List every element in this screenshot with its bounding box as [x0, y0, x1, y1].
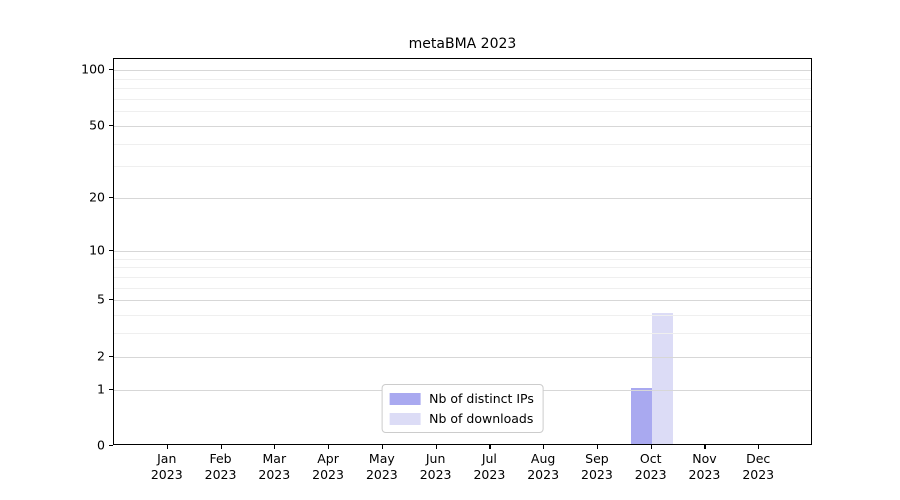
gridline-major — [114, 356, 811, 358]
x-tick-label: Apr 2023 — [298, 451, 358, 483]
x-tick-month: Oct — [639, 451, 662, 466]
legend-label: Nb of distinct IPs — [429, 391, 534, 406]
gridline-major — [114, 125, 811, 127]
x-tick-label: May 2023 — [352, 451, 412, 483]
x-tick-month: Aug — [530, 451, 556, 466]
gridline-minor — [114, 98, 811, 100]
x-tick-year: 2023 — [258, 467, 291, 482]
x-tick-mark — [220, 445, 222, 449]
x-tick-label: Nov 2023 — [674, 451, 734, 483]
x-tick-month: Feb — [209, 451, 232, 466]
gridline-minor — [114, 258, 811, 260]
x-tick-label: Aug 2023 — [513, 451, 573, 483]
y-tick-mark — [109, 299, 113, 301]
y-tick-label: 2 — [97, 348, 105, 364]
gridline-minor — [114, 314, 811, 316]
gridline-minor — [114, 143, 811, 145]
x-tick-label: Oct 2023 — [621, 451, 681, 483]
x-tick-year: 2023 — [634, 467, 667, 482]
x-tick-label: Sep 2023 — [567, 451, 627, 483]
x-tick-label: Mar 2023 — [244, 451, 304, 483]
x-tick-year: 2023 — [150, 467, 183, 482]
x-tick-mark — [328, 445, 330, 449]
x-tick-mark — [758, 445, 760, 449]
legend-item: Nb of downloads — [389, 411, 534, 426]
x-tick-month: Mar — [262, 451, 287, 466]
y-tick-label: 0 — [97, 437, 105, 453]
x-tick-label: Jun 2023 — [406, 451, 466, 483]
legend-swatch — [389, 392, 421, 405]
bar-nb-of-distinct-ips-oct — [630, 387, 652, 444]
x-tick-month: Sep — [585, 451, 609, 466]
gridline-minor — [114, 78, 811, 80]
gridline-minor — [114, 166, 811, 168]
x-tick-mark — [543, 445, 545, 449]
plot-area: Nb of distinct IPs Nb of downloads — [113, 58, 812, 445]
x-tick-year: 2023 — [365, 467, 398, 482]
x-tick-mark — [596, 445, 599, 449]
x-tick-year: 2023 — [312, 467, 344, 482]
x-tick-year: 2023 — [581, 467, 613, 482]
gridline-minor — [114, 276, 811, 278]
x-tick-mark — [274, 445, 276, 449]
x-tick-month: Jul — [481, 451, 497, 466]
y-tick-mark — [109, 355, 113, 357]
x-tick-label: Dec 2023 — [728, 451, 788, 483]
bar-nb-of-downloads-oct — [651, 312, 673, 444]
x-tick-year: 2023 — [688, 467, 721, 482]
gridline-minor — [114, 111, 811, 113]
x-tick-label: Jan 2023 — [137, 451, 197, 483]
x-tick-mark — [489, 445, 491, 449]
gridline-major — [114, 70, 811, 72]
chart-title: metaBMA 2023 — [408, 36, 517, 52]
y-tick-label: 5 — [97, 291, 105, 307]
x-tick-year: 2023 — [527, 467, 560, 482]
legend-swatch — [389, 412, 421, 425]
x-tick-label: Feb 2023 — [191, 451, 251, 483]
x-tick-year: 2023 — [742, 467, 775, 482]
x-tick-label: Jul 2023 — [459, 451, 519, 483]
x-tick-month: Jun — [425, 451, 446, 466]
gridline-minor — [114, 267, 811, 269]
x-tick-month: Jan — [157, 451, 177, 466]
x-tick-month: Apr — [317, 451, 339, 466]
y-tick-mark — [109, 249, 113, 251]
y-tick-label: 100 — [81, 61, 105, 77]
x-tick-mark — [435, 445, 437, 449]
legend: Nb of distinct IPs Nb of downloads — [381, 384, 544, 433]
x-tick-mark — [650, 445, 652, 449]
y-tick-label: 1 — [97, 381, 105, 397]
x-tick-month: Nov — [692, 451, 717, 466]
y-tick-label: 20 — [89, 189, 105, 205]
y-tick-mark — [109, 69, 113, 71]
y-tick-label: 10 — [89, 242, 105, 258]
x-tick-year: 2023 — [419, 467, 452, 482]
x-tick-mark — [381, 445, 384, 449]
gridline-minor — [114, 333, 811, 335]
y-tick-mark — [109, 445, 113, 447]
gridline-minor — [114, 287, 811, 289]
y-tick-mark — [109, 388, 113, 390]
y-tick-mark — [109, 197, 113, 199]
x-tick-year: 2023 — [204, 467, 237, 482]
gridline-major — [114, 250, 811, 252]
x-tick-mark — [166, 445, 168, 449]
gridline-major — [114, 198, 811, 200]
legend-item: Nb of distinct IPs — [389, 391, 534, 406]
x-tick-month: May — [368, 451, 395, 466]
legend-label: Nb of downloads — [429, 411, 534, 426]
y-tick-mark — [109, 124, 113, 127]
gridline-minor — [114, 88, 811, 90]
x-tick-mark — [704, 445, 706, 449]
x-tick-month: Dec — [746, 451, 771, 466]
x-tick-year: 2023 — [473, 467, 506, 482]
y-tick-label: 50 — [89, 117, 105, 133]
gridline-major — [114, 300, 811, 302]
